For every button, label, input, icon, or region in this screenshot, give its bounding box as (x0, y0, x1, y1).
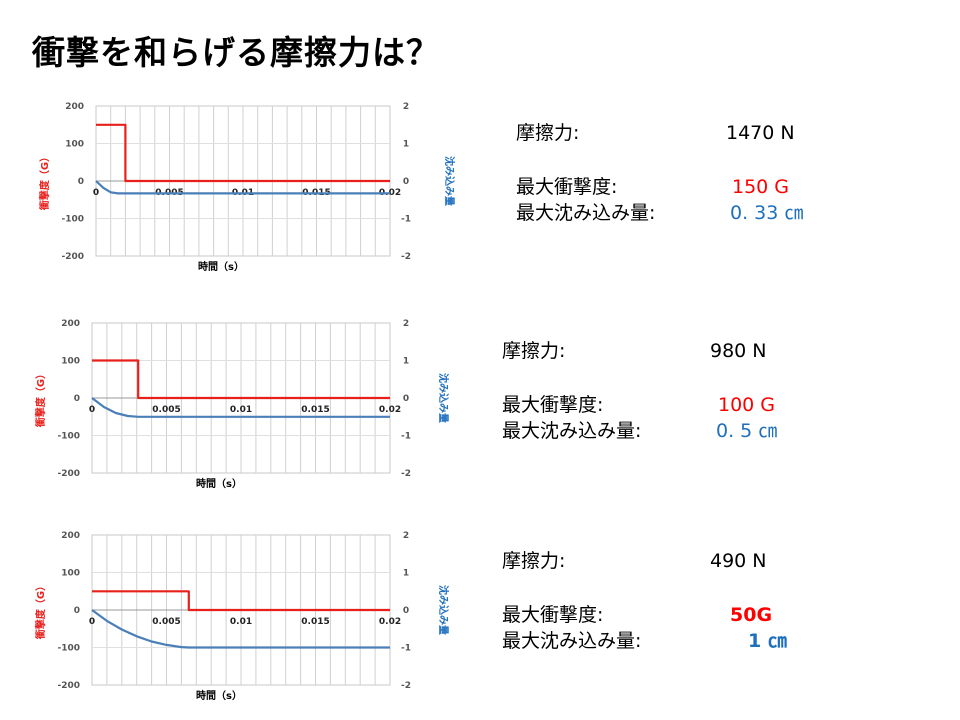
max-sink-value: 1 ㎝ (748, 630, 787, 652)
y-axis-title: 衝撃度（G） (38, 152, 51, 211)
shock-series-line (96, 123, 390, 183)
y2-tick-label: 2 (403, 319, 409, 329)
y-tick-label: 200 (61, 531, 80, 541)
y-tick-label: -100 (61, 215, 84, 225)
x-axis-title: 時間（s） (196, 477, 242, 490)
x-tick-label: 0.01 (230, 617, 252, 627)
y-tick-label: 100 (65, 140, 84, 150)
x-tick-label: 0 (93, 188, 99, 198)
y2-tick-label: 0 (403, 394, 409, 404)
shock-chart-3: 200 100 0 -100 -200 2 1 0 -1 -2 0 0.005 0.01 0.015 0.0… (34, 531, 450, 702)
x-tick-label: 0 (89, 617, 95, 627)
y-tick-label: -100 (57, 432, 80, 442)
max-shock-label: 最大衝撃度: (516, 176, 618, 198)
y2-axis-title: 沈み込み量 (437, 585, 450, 635)
y-tick-label: -200 (61, 252, 84, 262)
x-tick-label: 0.01 (230, 405, 252, 415)
sink-series-line (95, 180, 390, 195)
max-sink-label: 最大沈み込み量: (502, 420, 642, 442)
x-tick-label: 0.005 (152, 617, 180, 627)
sink-series-line (91, 609, 390, 649)
y2-tick-label: -1 (401, 644, 411, 654)
x-tick-label: 0 (89, 405, 95, 415)
y2-tick-label: -2 (401, 252, 411, 262)
slide-title: 衝撃を和らげる摩擦力は？ (32, 33, 440, 72)
max-shock-value: 150 G (732, 176, 790, 198)
y-tick-label: -200 (57, 681, 80, 691)
x-tick-label: 0.02 (379, 617, 401, 627)
y-tick-label: 100 (61, 569, 80, 579)
x-tick-label: 0.005 (152, 405, 180, 415)
max-sink-label: 最大沈み込み量: (516, 202, 656, 224)
x-axis-title: 時間（s） (196, 689, 242, 702)
friction-label: 摩擦力: (502, 340, 566, 362)
y-tick-label: 200 (65, 102, 84, 112)
y-tick-label: 0 (74, 606, 80, 616)
y-tick-label: -100 (57, 644, 80, 654)
x-tick-label: 0.015 (301, 405, 329, 415)
y2-axis-title: 沈み込み量 (437, 373, 450, 423)
y2-tick-label: -2 (401, 469, 411, 479)
max-shock-value: 50G (730, 604, 773, 626)
y-tick-label: -200 (57, 469, 80, 479)
max-sink-label: 最大沈み込み量: (502, 630, 642, 652)
friction-value: 1470 N (726, 122, 795, 144)
y2-tick-label: 2 (403, 102, 409, 112)
y-axis-title: 衝撃度（G） (34, 369, 47, 428)
y2-tick-label: 1 (403, 140, 409, 150)
y2-tick-label: 2 (403, 531, 409, 541)
shock-chart-2: 200 100 0 -100 -200 2 1 0 -1 -2 0 0.005 0.01 0.015 0.0… (34, 319, 450, 490)
y2-tick-label: 1 (403, 569, 409, 579)
y2-tick-label: 0 (403, 177, 409, 187)
y-tick-label: 0 (74, 394, 80, 404)
friction-value: 490 N (710, 550, 767, 572)
y-tick-label: 0 (78, 177, 84, 187)
max-sink-value: 0. 5 ㎝ (716, 420, 778, 442)
y2-tick-label: 0 (403, 606, 409, 616)
max-shock-value: 100 G (718, 394, 776, 416)
y2-tick-label: -1 (401, 432, 411, 442)
max-shock-label: 最大衝撃度: (502, 394, 604, 416)
max-shock-label: 最大衝撃度: (502, 604, 604, 626)
x-tick-label: 0.015 (301, 617, 329, 627)
y2-tick-label: 1 (403, 357, 409, 367)
y2-axis-title: 沈み込み量 (443, 156, 456, 206)
max-sink-value: 0. 33 ㎝ (730, 202, 804, 224)
y2-tick-label: -2 (401, 681, 411, 691)
friction-label: 摩擦力: (502, 550, 566, 572)
y-tick-label: 100 (61, 357, 80, 367)
shock-series-line (92, 359, 390, 400)
sink-series-line (91, 397, 390, 418)
x-axis-title: 時間（s） (198, 260, 244, 273)
y2-tick-label: -1 (401, 215, 411, 225)
x-tick-label: 0.02 (379, 405, 401, 415)
shock-series-line (92, 590, 390, 612)
y-axis-title: 衝撃度（G） (34, 581, 47, 640)
friction-value: 980 N (710, 340, 767, 362)
y-tick-label: 200 (61, 319, 80, 329)
friction-label: 摩擦力: (516, 122, 580, 144)
